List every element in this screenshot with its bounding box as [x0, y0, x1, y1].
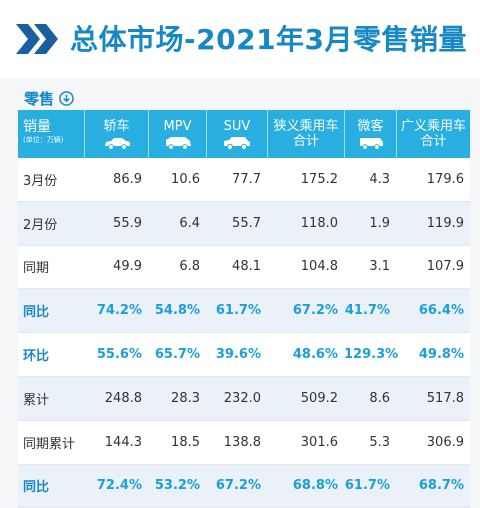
section-label: 零售	[24, 90, 55, 108]
table-cell: 74.2%	[96, 303, 142, 319]
table-cell: 107.9	[426, 259, 464, 275]
table-cell: 61.7%	[215, 303, 261, 319]
table-cell: 104.8	[300, 259, 338, 275]
table-cell: 179.6	[426, 171, 464, 187]
table-cell: 175.2	[300, 171, 338, 187]
table-header: 销量 (单位：万辆) 轿车 MPV SUV	[18, 110, 470, 158]
column-header-label: 狭义乘用车	[273, 119, 339, 134]
row-label: 同比	[23, 305, 50, 321]
minivan-icon	[359, 137, 383, 150]
section-header: 零售	[24, 88, 74, 109]
table-body: 3月份 86.9 10.6 77.7 175.2 4.3 179.6 2月份 55.9 6.4 55…	[18, 158, 470, 508]
column-header-label: MPV	[163, 118, 192, 134]
table-cell: 509.2	[300, 390, 338, 406]
table-row: 环比 55.6% 65.7% 39.6% 48.6% 129.3% 49.8%	[18, 333, 470, 377]
column-header-label: 轿车	[103, 118, 130, 134]
arrow-down-circle-icon	[59, 91, 74, 106]
table-cell: 68.8%	[292, 478, 338, 494]
row-label: 同比	[23, 480, 50, 496]
table-cell: 1.9	[369, 215, 390, 231]
row-label: 同期	[23, 261, 50, 277]
row-label: 同期累计	[23, 436, 76, 452]
table-cell: 28.3	[171, 390, 200, 406]
table-cell: 77.7	[232, 171, 261, 187]
column-header-suv: SUV	[206, 110, 267, 158]
header-first-label: 销量	[23, 119, 51, 135]
table-cell: 248.8	[104, 390, 142, 406]
table-cell: 8.6	[369, 390, 390, 406]
row-label: 累计	[23, 392, 50, 408]
table-cell: 119.9	[426, 215, 464, 231]
header-unit: (单位：万辆)	[23, 136, 64, 144]
table-cell: 306.9	[426, 434, 464, 450]
table-cell: 6.8	[179, 259, 200, 275]
column-header-label: SUV	[223, 118, 251, 134]
table-cell: 301.6	[300, 434, 338, 450]
table-cell: 66.4%	[418, 303, 464, 319]
table-cell: 55.6%	[96, 347, 142, 363]
table-row: 3月份 86.9 10.6 77.7 175.2 4.3 179.6	[18, 158, 470, 202]
table-cell: 54.8%	[154, 303, 200, 319]
column-header-narrow-total: 狭义乘用车 合计	[267, 110, 344, 158]
sedan-icon	[104, 137, 130, 150]
table-cell: 6.4	[179, 215, 200, 231]
suv-icon	[224, 136, 250, 150]
mpv-icon	[165, 136, 191, 150]
table-cell: 61.7%	[344, 478, 390, 494]
column-header-mpv: MPV	[148, 110, 206, 158]
column-header-label-2: 合计	[292, 134, 319, 149]
column-header-minivan: 微客	[344, 110, 396, 158]
header-first-cell: 销量 (单位：万辆)	[18, 110, 84, 158]
table-cell: 49.8%	[418, 347, 464, 363]
column-header-broad-total: 广义乘用车 合计	[396, 110, 470, 158]
sales-table: 销量 (单位：万辆) 轿车 MPV SUV	[18, 110, 470, 508]
table-cell: 67.2%	[215, 478, 261, 494]
table-cell: 144.3	[104, 434, 142, 450]
table-cell: 86.9	[113, 171, 142, 187]
column-header-label-2: 合计	[420, 134, 447, 149]
column-header-label: 微客	[357, 118, 384, 134]
column-header-sedan: 轿车	[84, 110, 148, 158]
table-cell: 517.8	[426, 390, 464, 406]
table-cell: 39.6%	[215, 347, 261, 363]
table-cell: 118.0	[300, 215, 338, 231]
table-cell: 4.3	[369, 171, 390, 187]
table-cell: 72.4%	[96, 478, 142, 494]
table-cell: 138.8	[223, 434, 261, 450]
page-title: 总体市场-2021年3月零售销量	[70, 23, 468, 56]
table-row: 同期 49.9 6.8 48.1 104.8 3.1 107.9	[18, 245, 470, 290]
table-cell: 65.7%	[154, 347, 200, 363]
table-cell: 232.0	[223, 390, 261, 406]
table-cell: 49.9	[113, 259, 142, 275]
table-cell: 48.6%	[292, 347, 338, 363]
double-chevron-icon	[16, 24, 58, 54]
table-cell: 129.3%	[344, 347, 399, 363]
row-label: 3月份	[23, 173, 58, 189]
title-bar: 总体市场-2021年3月零售销量	[0, 0, 480, 78]
table-cell: 55.7	[232, 215, 261, 231]
table-cell: 18.5	[171, 434, 200, 450]
table-cell: 5.3	[369, 434, 390, 450]
table-cell: 48.1	[232, 259, 261, 275]
table-cell: 10.6	[171, 171, 200, 187]
row-label: 2月份	[23, 217, 58, 233]
table-row: 同比 72.4% 53.2% 67.2% 68.8% 61.7% 68.7%	[18, 464, 470, 508]
table-cell: 55.9	[113, 215, 142, 231]
table-row: 同期累计 144.3 18.5 138.8 301.6 5.3 306.9	[18, 420, 470, 465]
table-cell: 41.7%	[344, 303, 390, 319]
table-row: 同比 74.2% 54.8% 61.7% 67.2% 41.7% 66.4%	[18, 289, 470, 334]
table-row: 2月份 55.9 6.4 55.7 118.0 1.9 119.9	[18, 201, 470, 246]
table-cell: 53.2%	[154, 478, 200, 494]
table-cell: 3.1	[369, 259, 390, 275]
table-cell: 67.2%	[292, 303, 338, 319]
table-cell: 68.7%	[418, 478, 464, 494]
table-row: 累计 248.8 28.3 232.0 509.2 8.6 517.8	[18, 376, 470, 421]
row-label: 环比	[23, 349, 50, 365]
column-header-label: 广义乘用车	[400, 119, 466, 134]
